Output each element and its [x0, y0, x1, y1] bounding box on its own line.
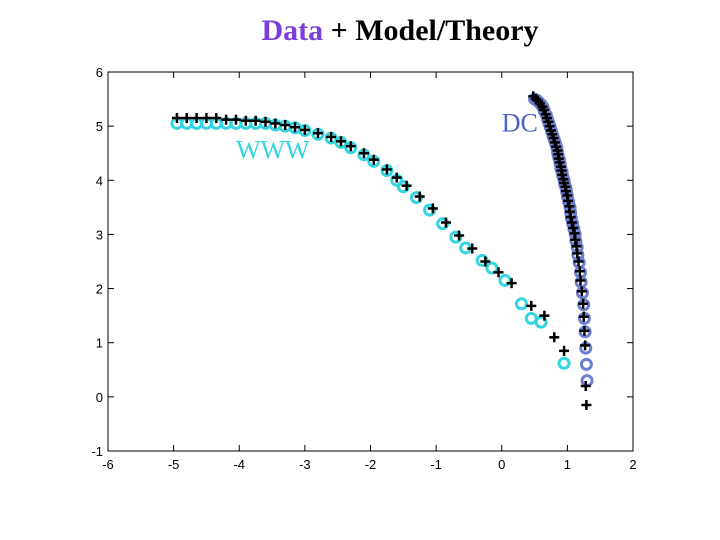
chart-title: Data + Model/Theory	[0, 14, 720, 48]
model-point	[579, 325, 590, 336]
model-point	[260, 116, 271, 127]
model-point	[230, 114, 241, 125]
series-3	[171, 113, 570, 356]
data-point	[514, 297, 528, 311]
x-tick-label: -6	[102, 457, 114, 472]
model-point	[549, 332, 560, 343]
model-point	[580, 340, 591, 351]
annotations: WWW DC	[236, 109, 538, 165]
model-point	[240, 115, 251, 126]
model-point	[250, 115, 261, 126]
model-point	[335, 136, 346, 147]
model-point	[575, 275, 586, 286]
series-4	[528, 91, 592, 410]
model-point	[171, 113, 182, 124]
model-point	[578, 311, 589, 322]
axis-ticks	[107, 71, 634, 452]
x-tick-label: 1	[564, 457, 571, 472]
y-tick-label: -1	[91, 444, 103, 459]
model-point	[559, 345, 570, 356]
model-point	[345, 141, 356, 152]
model-point	[572, 248, 583, 259]
model-point	[480, 256, 491, 267]
model-point	[221, 114, 232, 125]
model-point	[299, 124, 310, 135]
x-tick-label: 0	[498, 457, 505, 472]
model-point	[454, 230, 465, 241]
model-point	[358, 148, 369, 159]
model-point	[580, 381, 591, 392]
title-data-word: Data	[261, 14, 324, 47]
data-point	[498, 273, 512, 287]
model-point	[574, 266, 585, 277]
model-point	[280, 120, 291, 131]
model-point	[539, 310, 550, 321]
model-point	[568, 222, 579, 233]
x-tick-label: -4	[233, 457, 245, 472]
model-point	[401, 180, 412, 191]
model-point	[467, 243, 478, 254]
annotation-www: WWW	[236, 136, 310, 165]
y-tick-label: 6	[96, 65, 103, 80]
model-point	[581, 399, 592, 410]
y-tick-label: 1	[96, 336, 103, 351]
model-point	[578, 298, 589, 309]
model-point	[181, 113, 192, 124]
model-point	[440, 217, 451, 228]
model-point	[290, 122, 301, 133]
data-point	[557, 356, 571, 370]
model-point	[270, 118, 281, 129]
model-point	[576, 286, 587, 297]
model-point	[313, 128, 323, 139]
data-point	[449, 230, 463, 244]
data-point	[485, 261, 499, 275]
x-tick-label: -1	[430, 457, 442, 472]
y-tick-label: 3	[96, 227, 103, 242]
y-tick-label: 5	[96, 119, 103, 134]
title-rest: + Model/Theory	[323, 14, 539, 47]
model-point	[211, 113, 222, 124]
model-point	[506, 278, 517, 289]
data-marks	[170, 91, 594, 410]
model-point	[427, 203, 438, 214]
model-point	[391, 172, 402, 183]
model-point	[201, 113, 212, 124]
x-tick-label: 2	[629, 457, 636, 472]
model-point	[563, 195, 574, 206]
x-tick-label: -3	[299, 457, 311, 472]
model-point	[191, 113, 202, 124]
axis-tick-labels: -6 -5 -4 -3 -2 -1 0 1 2 -1 0 1 2 3 4 5 6	[91, 65, 636, 472]
model-point	[526, 300, 537, 311]
data-point	[534, 315, 548, 329]
y-tick-label: 4	[96, 173, 103, 188]
model-point	[381, 164, 392, 175]
x-tick-label: -2	[365, 457, 377, 472]
model-point	[493, 267, 504, 278]
model-point	[368, 154, 379, 165]
data-point	[423, 203, 437, 217]
data-point	[579, 357, 593, 371]
model-point	[414, 191, 425, 202]
model-point	[570, 234, 581, 245]
model-point	[326, 131, 337, 142]
x-tick-label: -5	[168, 457, 180, 472]
y-tick-label: 2	[96, 282, 103, 297]
annotation-dc: DC	[502, 109, 538, 138]
model-point	[565, 212, 576, 223]
y-tick-label: 0	[96, 390, 103, 405]
model-point	[573, 256, 584, 267]
model-point	[566, 217, 577, 228]
plot-frame	[107, 71, 634, 452]
